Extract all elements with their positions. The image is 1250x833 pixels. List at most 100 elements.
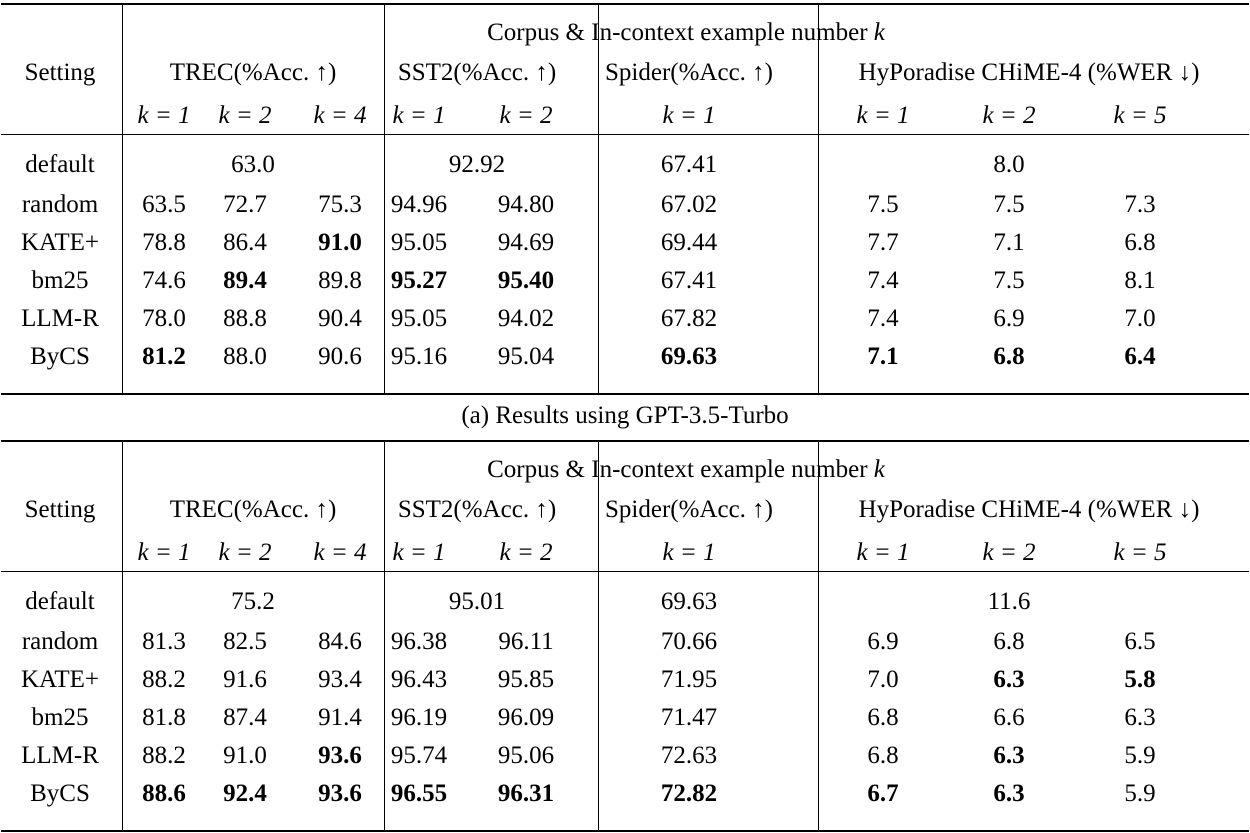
table-cell: 81.2 [142,343,186,370]
k-label: k = 2 [218,539,272,566]
table-cell: 6.3 [993,780,1025,807]
k-label: k = 1 [662,539,716,566]
table-cell: 67.82 [660,305,718,332]
table-cell: 91.0 [223,742,267,769]
table-cell: 6.3 [1124,704,1156,731]
vertical-rule [122,441,123,831]
table-cell: 72.7 [223,191,267,218]
table-cell: 5.9 [1124,742,1156,769]
k-label: k = 1 [856,102,910,129]
table-cell: 8.1 [1124,267,1156,294]
table-cell: 96.19 [390,704,448,731]
table-cell: 6.8 [867,742,899,769]
table-cell: 94.96 [390,191,448,218]
row-label: ByCS [30,780,90,807]
table-cell: 94.02 [497,305,555,332]
k-label: k = 1 [856,539,910,566]
group-header: HyPoradise CHiME-4 (%WER ↓) [858,59,1200,86]
row-label: default [25,151,95,178]
group-header: Spider(%Acc. ↑) [605,59,773,86]
table-cell: 95.74 [390,742,448,769]
table-cell: 81.3 [142,628,186,655]
table-cell: 82.5 [223,628,267,655]
table-cell: 74.6 [142,267,186,294]
table-cell: 90.6 [318,343,362,370]
table-cell: 7.5 [993,191,1025,218]
horizontal-rule [1,393,1249,395]
row-label: KATE+ [21,666,99,693]
table-cell: 6.6 [993,704,1025,731]
k-label: k = 1 [137,539,191,566]
default-value-spider: 67.41 [660,151,718,178]
table-cell: 84.6 [318,628,362,655]
table-cell: 94.69 [497,229,555,256]
table-cell: 6.7 [867,780,899,807]
table-cell: 7.0 [867,666,899,693]
table-cell: 88.0 [223,343,267,370]
table-cell: 96.55 [390,780,448,807]
row-label: KATE+ [21,229,99,256]
k-label: k = 4 [313,539,367,566]
row-label: LLM-R [21,305,99,332]
k-label: k = 1 [392,539,446,566]
k-label: k = 5 [1113,539,1167,566]
table-cell: 89.4 [223,267,267,294]
table-cell: 67.02 [660,191,718,218]
table-cell: 5.8 [1124,666,1156,693]
table-cell: 69.63 [660,343,718,370]
table-cell: 88.6 [142,780,186,807]
table-cell: 93.4 [318,666,362,693]
horizontal-rule [1,3,1249,5]
vertical-rule [818,441,819,831]
table-cell: 95.27 [390,267,448,294]
table-cell: 91.4 [318,704,362,731]
table-cell: 63.5 [142,191,186,218]
table-cell: 71.47 [660,704,718,731]
vertical-rule [122,4,123,394]
table-cell: 95.40 [497,267,555,294]
table-cell: 7.5 [993,267,1025,294]
horizontal-rule [1,134,1249,135]
row-label: LLM-R [21,742,99,769]
table-cell: 7.4 [867,267,899,294]
table-cell: 6.4 [1124,343,1156,370]
table-cell: 94.80 [497,191,555,218]
table-cell: 5.9 [1124,780,1156,807]
default-value-trec: 75.2 [231,588,275,615]
group-header: SST2(%Acc. ↑) [397,59,557,86]
table-cell: 6.9 [993,305,1025,332]
table-cell: 7.4 [867,305,899,332]
table-caption: (a) Results using GPT-3.5-Turbo [461,402,789,429]
table-cell: 96.38 [390,628,448,655]
default-value-spider: 69.63 [660,588,718,615]
setting-header: Setting [24,59,96,86]
table-cell: 6.8 [867,704,899,731]
group-header: SST2(%Acc. ↑) [397,496,557,523]
table-cell: 93.6 [318,742,362,769]
horizontal-rule [1,830,1249,832]
corpus-header: Corpus & In-context example number k [487,456,885,483]
table-cell: 6.3 [993,742,1025,769]
table-cell: 87.4 [223,704,267,731]
table-cell: 7.3 [1124,191,1156,218]
table-cell: 78.0 [142,305,186,332]
default-value-trec: 63.0 [231,151,275,178]
vertical-rule [598,441,599,831]
table-cell: 6.8 [993,628,1025,655]
table-cell: 92.4 [223,780,267,807]
table-cell: 95.06 [497,742,555,769]
group-header: TREC(%Acc. ↑) [169,496,337,523]
table-cell: 95.05 [390,229,448,256]
row-label: bm25 [31,267,89,294]
table-cell: 95.16 [390,343,448,370]
table-cell: 81.8 [142,704,186,731]
group-header: Spider(%Acc. ↑) [605,496,773,523]
table-cell: 72.82 [660,780,718,807]
table-cell: 96.43 [390,666,448,693]
table-cell: 72.63 [660,742,718,769]
corpus-header: Corpus & In-context example number k [487,19,885,46]
vertical-rule [384,4,385,394]
table-cell: 7.1 [993,229,1025,256]
k-label: k = 2 [982,539,1036,566]
table-cell: 88.2 [142,666,186,693]
